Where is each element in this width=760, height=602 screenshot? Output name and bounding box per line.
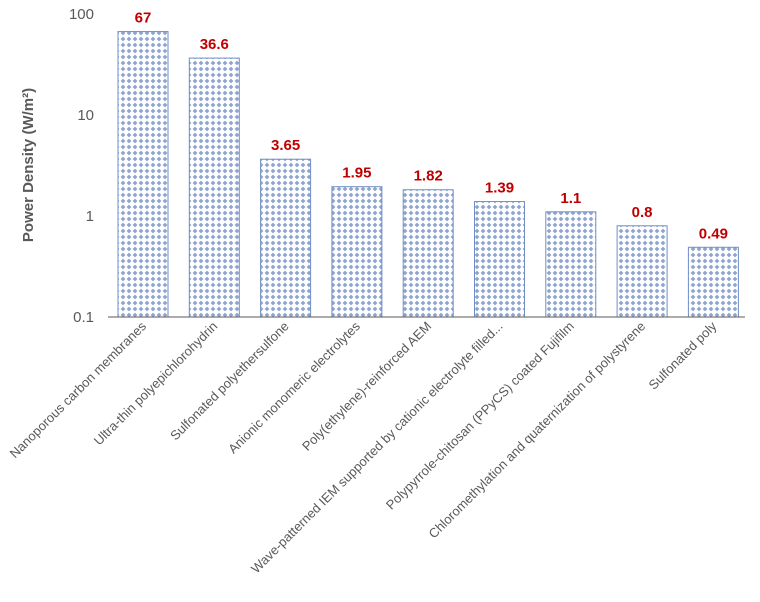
bar: [117, 31, 169, 318]
bar: [545, 211, 597, 318]
data-label: 0.8: [632, 204, 653, 221]
x-tick-label: Ultra-thin polyepichlorohydrin: [91, 319, 221, 449]
data-label: 67: [135, 10, 152, 27]
bar: [616, 225, 668, 318]
data-label: 1.39: [485, 180, 514, 197]
x-tick-label: Wave-patterned IEM supported by cationic…: [248, 319, 506, 577]
bar: [687, 246, 739, 318]
data-label: 3.65: [271, 137, 300, 154]
x-tick-label: Sulfonated poly: [646, 318, 720, 392]
data-label: 1.82: [414, 168, 443, 185]
x-tick-label: Anionic monomeric electrolytes: [225, 318, 363, 456]
data-label: 1.1: [560, 190, 581, 207]
x-tick-label: Poly(ethylene)-reinforced AEM: [299, 319, 434, 454]
y-tick-label: 10: [77, 107, 94, 124]
x-tick-label: Sulfonated polyethersulfone: [167, 319, 292, 444]
y-tick-label: 100: [69, 6, 94, 23]
bar: [402, 189, 454, 318]
data-label: 1.95: [342, 165, 371, 182]
bar: [331, 186, 383, 318]
y-tick-label: 1: [86, 208, 94, 225]
bar: [188, 57, 240, 318]
y-axis-label: Power Density (W/m²): [20, 88, 37, 242]
y-tick-label: 0.1: [73, 309, 94, 326]
data-label: 36.6: [200, 36, 229, 53]
bar: [260, 158, 312, 318]
x-tick-label: Nanoporous carbon membranes: [7, 318, 150, 461]
bar: [474, 201, 525, 318]
data-label: 0.49: [699, 225, 728, 242]
